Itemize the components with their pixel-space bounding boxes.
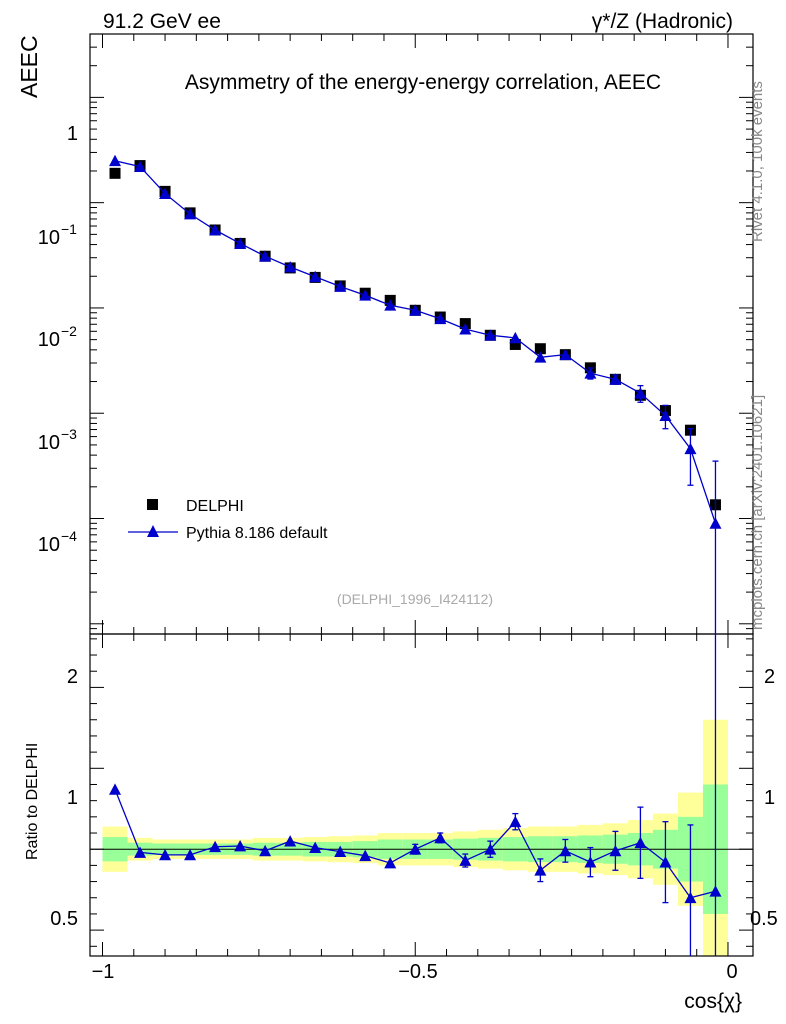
mc-point-12 — [409, 304, 422, 316]
ratio-point-21 — [634, 836, 647, 849]
legend: DELPHI Pythia 8.186 default — [128, 498, 328, 542]
mc-point-18 — [559, 348, 572, 361]
legend-label-data: DELPHI — [186, 498, 244, 515]
mc-point-24 — [709, 517, 722, 529]
svg-text:−2: −2 — [61, 323, 77, 339]
ratio-frame — [89, 633, 754, 957]
mc-point-19 — [584, 367, 597, 379]
mc-line — [114, 160, 717, 524]
ratio-point-16 — [509, 815, 522, 828]
y-tick-label-0.001: 10 −3 — [38, 426, 77, 454]
rivet-label: Rivet 4.1.0, 100k events — [749, 81, 766, 242]
ratio-y-tick-1: 1 — [67, 787, 78, 809]
ratio-point-23 — [684, 891, 697, 904]
ratio-y-tick-0.5: 0.5 — [50, 908, 78, 930]
ratio-point-4 — [209, 840, 222, 853]
ratio-point-11 — [384, 856, 397, 869]
mc-point-6 — [259, 250, 272, 262]
y-tick-label-0.1: 10 −1 — [38, 221, 77, 249]
ratio-band-layer — [102, 719, 728, 956]
y-tick-label-1: 1 — [67, 123, 78, 145]
svg-text:10: 10 — [38, 534, 60, 556]
x-axis-label: cos{χ} — [684, 990, 742, 1013]
data-point-0 — [109, 167, 121, 179]
plot-title: Asymmetry of the energy-energy correlati… — [185, 71, 661, 94]
svg-text:10: 10 — [38, 227, 60, 249]
mc-point-13 — [434, 312, 447, 325]
ratio-point-8 — [309, 841, 322, 853]
ratio-point-6 — [259, 844, 272, 857]
ratio-point-24 — [709, 885, 722, 897]
legend-marker-mc — [147, 525, 159, 537]
data-marks — [109, 154, 722, 956]
mc-point-5 — [234, 237, 247, 249]
mc-point-20 — [609, 373, 622, 385]
ratio-point-0 — [109, 783, 122, 795]
ratio-point-1 — [134, 846, 147, 858]
mc-point-16 — [509, 331, 522, 344]
mc-point-4 — [209, 224, 222, 236]
mc-point-17 — [534, 351, 547, 363]
mc-point-7 — [284, 260, 297, 273]
data-point-17 — [534, 343, 546, 355]
axes-frames — [89, 33, 754, 957]
ratio-point-20 — [609, 844, 622, 857]
watermark: (DELPHI_1996_I424112) — [337, 591, 493, 607]
mc-point-23 — [684, 442, 697, 455]
ratio-point-17 — [534, 864, 547, 876]
mc-point-11 — [384, 299, 397, 311]
x-tick-label-neg1: −1 — [92, 961, 115, 983]
y-axis-label: AEEC — [16, 35, 42, 98]
mc-point-0 — [109, 154, 122, 167]
mc-point-1 — [134, 160, 147, 173]
mcplots-label: mcplots.cern.ch [arXiv:2401.10621] — [749, 395, 766, 630]
ratio-point-2 — [159, 848, 172, 861]
mc-point-15 — [484, 329, 497, 341]
mc-point-10 — [359, 289, 372, 301]
ratio-point-10 — [359, 849, 372, 862]
ratio-point-9 — [334, 845, 347, 858]
y-tick-label-0.01: 10 −2 — [38, 323, 77, 351]
svg-text:−1: −1 — [61, 221, 77, 237]
ratio-point-22 — [659, 856, 672, 868]
y-tick-label-0.0001: 10 −4 — [38, 528, 77, 556]
energy-label: 91.2 GeV ee — [103, 10, 221, 33]
main-frame — [89, 33, 754, 635]
ratio-point-5 — [234, 839, 247, 852]
mc-point-8 — [309, 270, 322, 283]
ratio-point-3 — [184, 848, 197, 861]
mc-point-14 — [459, 323, 472, 335]
ratio-point-7 — [284, 835, 297, 847]
ratio-point-19 — [584, 856, 597, 868]
ratio-point-14 — [459, 854, 472, 866]
svg-text:10: 10 — [38, 329, 60, 351]
ratio-y-tick-2-right: 2 — [764, 666, 775, 688]
mc-point-22 — [659, 409, 672, 421]
ratio-point-13 — [434, 831, 447, 844]
ratio-point-12 — [409, 843, 422, 855]
x-tick-label-neg0.5: −0.5 — [398, 961, 437, 983]
svg-text:−4: −4 — [61, 528, 77, 544]
data-point-16 — [509, 338, 521, 350]
legend-label-mc: Pythia 8.186 default — [186, 525, 328, 542]
ratio-y-label: Ratio to DELPHI — [24, 743, 41, 860]
ratio-point-15 — [484, 843, 497, 855]
process-label: γ*/Z (Hadronic) — [592, 10, 733, 33]
svg-text:10: 10 — [38, 432, 60, 454]
x-tick-label-0: 0 — [726, 961, 737, 983]
mc-point-3 — [184, 208, 197, 220]
ratio-point-18 — [559, 844, 572, 857]
svg-text:−3: −3 — [61, 426, 77, 442]
ratio-y-tick-1-right: 1 — [764, 787, 775, 809]
mc-point-9 — [334, 280, 347, 292]
mc-point-21 — [634, 387, 647, 399]
axis-ticks — [90, 33, 753, 956]
legend-marker-data — [147, 499, 158, 510]
mc-point-2 — [159, 187, 172, 199]
ratio-y-tick-0.5-right: 0.5 — [750, 908, 778, 930]
ratio-y-tick-2: 2 — [67, 666, 78, 688]
